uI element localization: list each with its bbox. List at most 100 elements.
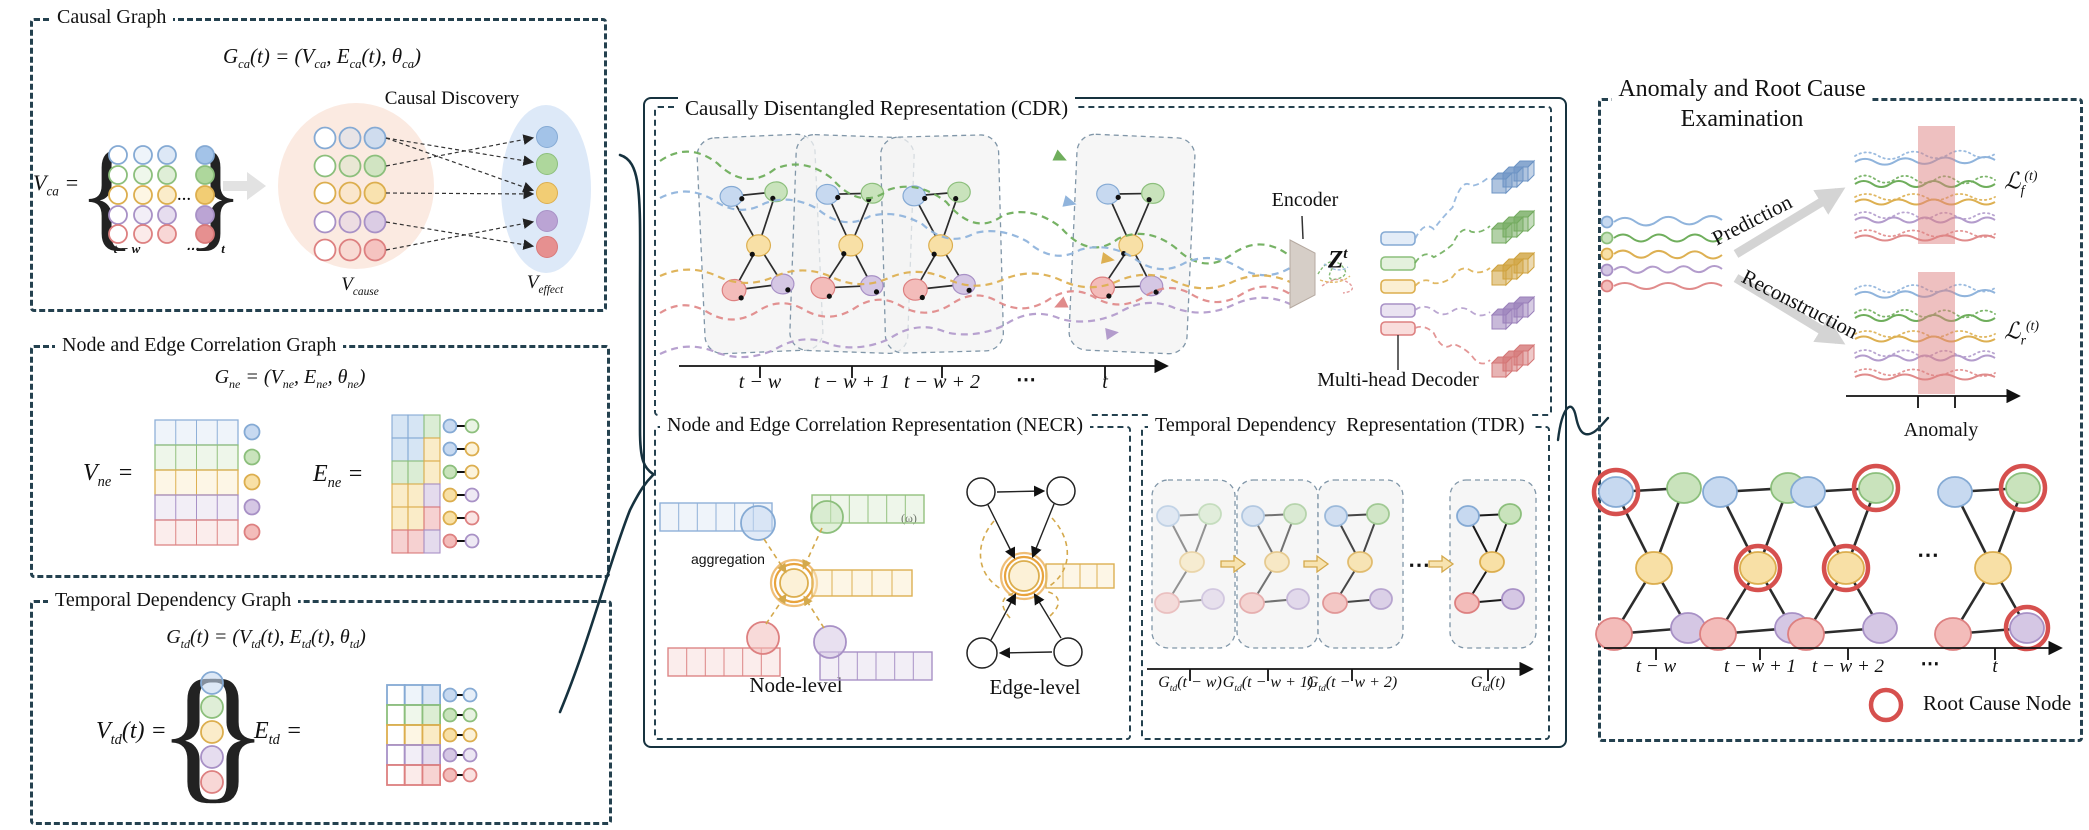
vne-matrix <box>154 419 261 546</box>
edge-attention-arcs <box>979 517 1069 619</box>
causal-graph-art: { } … <box>78 103 591 273</box>
ene-matrix <box>391 414 441 554</box>
anomaly-label: Anomaly <box>1903 419 1979 441</box>
v-ca-label: Vca = <box>33 170 80 199</box>
panel-tdr-title: Temporal Dependency Representation (TDR) <box>1148 414 1532 437</box>
vca-matrix: … <box>108 145 215 244</box>
causal-graph-formula: Gca(t) = (Vca, Eca(t), θca) <box>222 44 422 72</box>
wave-arrowhead-yellow-icon <box>1100 252 1115 264</box>
rc-tick-t: t <box>1992 656 1998 677</box>
multihead-decoder-label: Multi-head Decoder <box>1317 369 1479 391</box>
output-cube-stacks <box>1492 161 1534 377</box>
panel-necr-title: Node and Edge Correlation Representation… <box>660 414 1090 437</box>
edge-level-diagram <box>966 476 1115 669</box>
prediction-arrow-icon <box>1733 187 1846 258</box>
e-td-label: Etd = <box>254 718 303 748</box>
root-cause-ring-icon <box>1733 543 1783 593</box>
prediction-series-block <box>1854 126 1996 244</box>
anomaly-title-line2: Examination <box>1673 106 1811 134</box>
cdr-tick-t: t <box>1102 371 1108 393</box>
cdr-tick-2: t − w + 2 <box>904 371 980 393</box>
cdr-latent-waves <box>659 149 1291 359</box>
effect-nodes <box>536 126 558 258</box>
cube-stack-green-icon <box>1492 211 1534 243</box>
rc-tick-1: t − w + 1 <box>1723 656 1797 677</box>
tdr-cards <box>1151 479 1537 649</box>
legend-root-cause-label: Root Cause Node <box>1923 691 2072 715</box>
v-cause-label: Vcause <box>341 274 379 298</box>
loss-reconstruction-label: ℒr(t) <box>2004 318 2039 348</box>
v-ne-label: Vne = <box>83 460 134 490</box>
tdr-tick-0: Gtd(t − w) <box>1158 674 1222 695</box>
middle-container <box>643 97 1567 748</box>
aggregation-arrows <box>763 527 825 629</box>
root-cause-ring-icon <box>1821 543 1871 593</box>
edge-level-label: Edge-level <box>989 675 1081 699</box>
v-effect-label: Veffect <box>526 272 564 296</box>
vca-matrix-dots: … <box>177 189 191 204</box>
panel-cdr-title: Causally Disentangled Representation (CD… <box>678 96 1076 121</box>
causal-discovery-arrows <box>385 134 535 251</box>
right-block-arrow-icon <box>223 172 266 200</box>
anomaly-axis <box>1846 388 2021 408</box>
encoder-icon <box>1289 239 1316 309</box>
rc-tick-0: t − w <box>1635 656 1677 677</box>
cdr-timeline <box>679 358 1169 378</box>
anomaly-art <box>1591 126 2063 723</box>
necr-art <box>659 476 1115 681</box>
root-cause-ring-icon <box>1591 467 1641 517</box>
middle-to-right-link-icon <box>1556 405 1610 442</box>
vca-axis-dots: ⋯ <box>185 241 199 256</box>
root-cause-ring-icon <box>2003 604 2051 652</box>
wave-arrowhead-blue-icon <box>1062 195 1077 207</box>
root-cause-ring-icon <box>1851 463 1901 513</box>
latent-scribble-icon <box>1317 260 1353 294</box>
tdr-dots: ⋯ <box>1408 552 1430 577</box>
tdr-tick-2: Gtd(t − w + 2) <box>1306 674 1398 695</box>
causal-discovery-label: Causal Discovery <box>384 88 520 109</box>
encoder-label: Encoder <box>1271 189 1339 211</box>
vca-brace-right: } <box>186 127 245 262</box>
rootcause-timeline <box>1604 640 2063 660</box>
anomaly-band-top <box>1918 126 1955 244</box>
cube-stack-yellow-icon <box>1492 253 1534 285</box>
cdr-tick-1: t − w + 1 <box>814 371 890 393</box>
panel-causal-graph <box>30 18 607 312</box>
legend-root-cause-ring-icon <box>1868 687 1904 723</box>
v-td-label: Vtd(t) = <box>96 718 167 748</box>
cdr-tick-dots: ⋯ <box>1016 369 1036 391</box>
vca-axis-end: t <box>221 241 225 256</box>
reconstruction-arrow-icon <box>1733 274 1846 345</box>
e-ne-label: Ene = <box>313 461 364 491</box>
rootcause-graphs <box>1591 463 2051 652</box>
cube-stack-red-icon <box>1492 345 1534 377</box>
panel-cdr <box>654 106 1552 416</box>
tdr-tick-1: Gtd(t − w + 1) <box>1222 674 1314 695</box>
ene-edge-pairs <box>442 418 480 549</box>
wave-arrowhead-green-icon <box>1052 149 1067 161</box>
latent-z-label: Zt <box>1328 246 1348 274</box>
cause-matrix <box>313 126 387 262</box>
root-cause-ring-icon <box>1998 463 2048 513</box>
cdr-graph-cards <box>696 133 1196 355</box>
anomaly-band-bottom <box>1918 272 1955 394</box>
anomaly-title-line1: Anomaly and Root Cause <box>1611 76 1873 104</box>
panel-td-graph-title: Temporal Dependency Graph <box>48 589 299 612</box>
td-graph-art: { } <box>158 650 478 816</box>
vca-axis-start: t − w <box>113 241 141 256</box>
aggregation-label: aggregation <box>691 551 765 567</box>
ne-formula: Gne = (Vne, Ene, θne) <box>214 366 366 391</box>
edge-level-arrows <box>987 485 1062 659</box>
wave-arrowhead-red-icon <box>1054 296 1069 308</box>
input-series <box>1600 215 1723 293</box>
cdr-tick-0: t − w <box>738 371 782 393</box>
td-formula: Gtd(t) = (Vtd(t), Etd(t), θtd) <box>166 626 366 651</box>
rc-tick-dots: ⋯ <box>1920 654 1940 675</box>
node-level-diagram <box>659 494 933 681</box>
encoder-pointer-line <box>1301 215 1304 240</box>
wave-arrowhead-purple-icon <box>1105 328 1119 340</box>
ne-graph-art <box>154 414 480 554</box>
cube-stack-purple-icon <box>1492 297 1534 329</box>
cdr-art <box>659 133 1552 378</box>
rootcause-graph-dots: ⋯ <box>1917 542 1939 567</box>
